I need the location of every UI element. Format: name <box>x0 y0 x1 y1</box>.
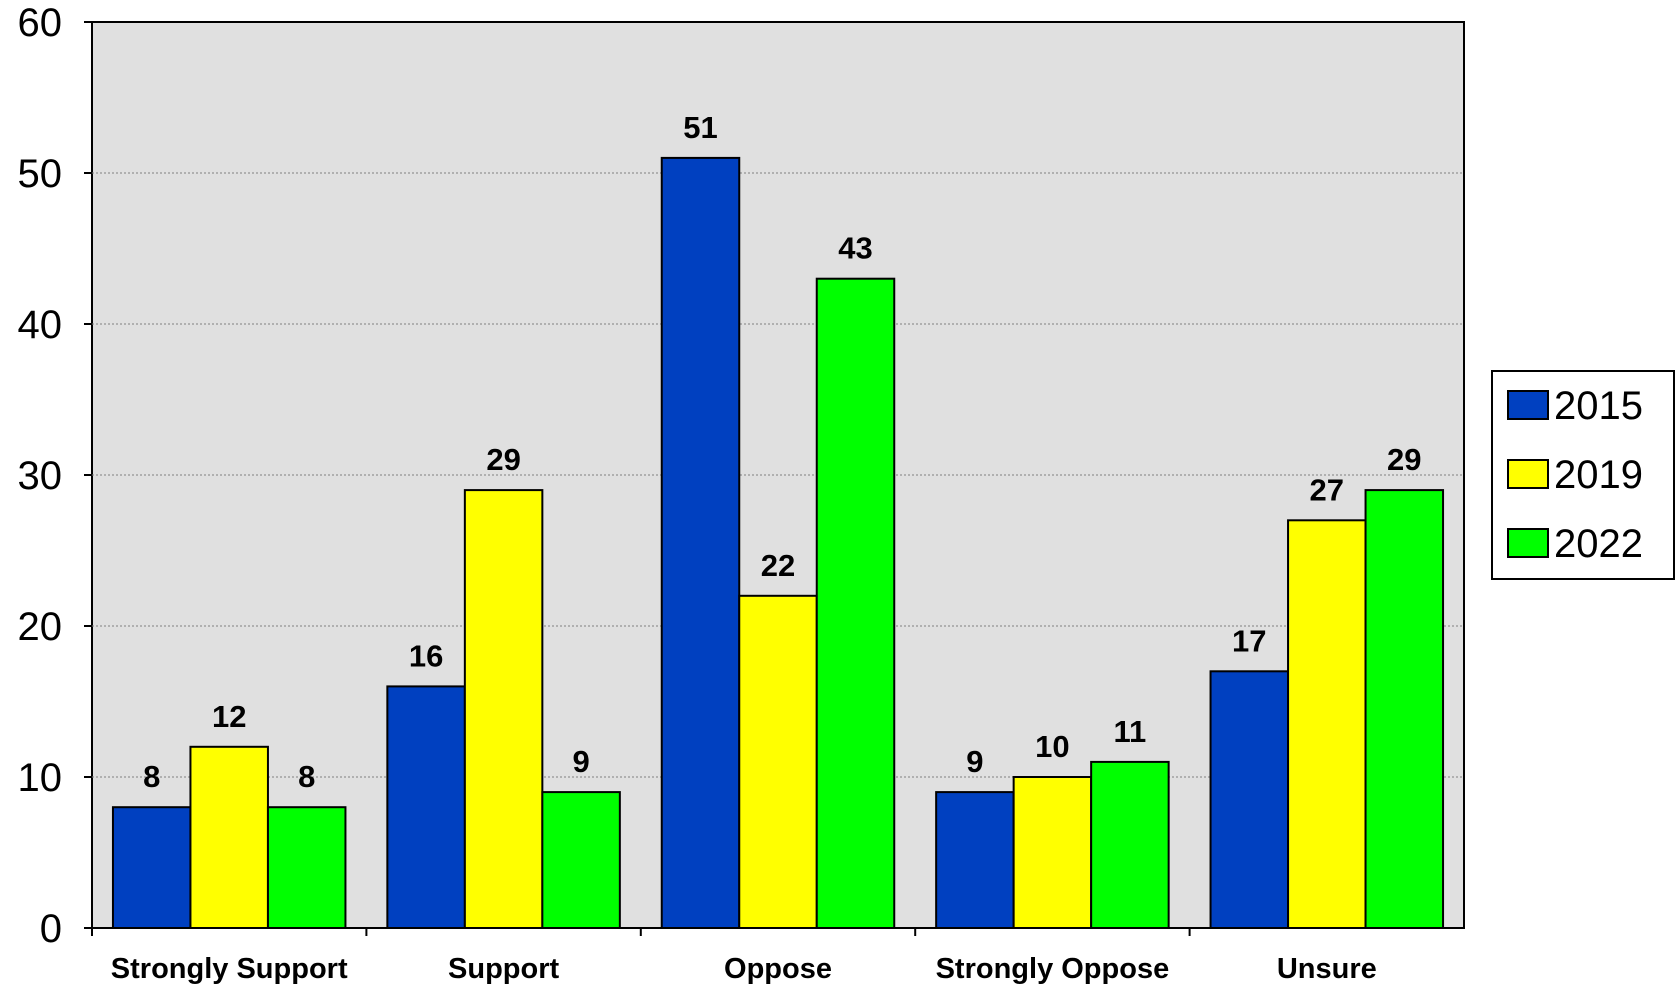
bar-2019-strongly-oppose <box>1012 776 1093 929</box>
bar-2015-support <box>386 685 466 930</box>
data-label: 12 <box>212 699 246 734</box>
data-label: 27 <box>1310 472 1344 507</box>
bar-2015-strongly-oppose <box>935 791 1015 929</box>
bar-2019-unsure <box>1287 519 1367 929</box>
bar-2019-oppose <box>738 594 818 929</box>
bar-2015-strongly-support <box>111 806 192 930</box>
data-label: 16 <box>409 638 443 673</box>
bar-2022-unsure <box>1364 489 1445 929</box>
y-tick-label: 60 <box>18 1 63 45</box>
legend-swatch-2019 <box>1507 459 1549 489</box>
x-category-label: Unsure <box>1277 953 1377 985</box>
data-label: 9 <box>572 744 589 779</box>
bar-2022-strongly-support <box>266 806 347 930</box>
data-label: 8 <box>143 759 160 794</box>
bars <box>111 156 1445 930</box>
data-label: 43 <box>838 231 872 266</box>
data-label: 22 <box>761 548 795 583</box>
x-category-label: Support <box>448 953 559 985</box>
bar-2019-strongly-support <box>189 745 269 929</box>
bar-2015-oppose <box>660 156 741 929</box>
y-tick-label: 0 <box>40 907 62 951</box>
data-label: 29 <box>1387 442 1421 477</box>
legend-label: 2022 <box>1554 522 1643 566</box>
bar-2015-unsure <box>1209 670 1290 929</box>
bar-2022-support <box>541 791 621 929</box>
y-axis-ticks: 0 10 20 30 40 50 60 <box>18 1 92 951</box>
data-label: 51 <box>683 110 717 145</box>
legend-swatch-2022 <box>1507 528 1549 558</box>
x-axis-categories: Strongly Support Support Oppose Strongly Op… <box>91 928 1377 985</box>
legend: 2015 2019 2022 <box>1491 370 1675 580</box>
data-label: 11 <box>1114 714 1147 749</box>
legend-label: 2015 <box>1554 384 1643 428</box>
x-category-label: Oppose <box>724 953 832 985</box>
y-tick-label: 30 <box>18 454 63 498</box>
y-tick-label: 50 <box>18 152 63 196</box>
data-label: 9 <box>966 744 983 779</box>
data-label: 10 <box>1035 729 1069 764</box>
x-category-label: Strongly Support <box>111 953 348 985</box>
legend-swatch-2015 <box>1507 390 1549 420</box>
bar-2019-support <box>463 489 544 929</box>
data-label: 17 <box>1232 623 1266 658</box>
x-category-label: Strongly Oppose <box>936 953 1170 985</box>
legend-label: 2019 <box>1554 453 1643 497</box>
bar-2022-strongly-oppose <box>1090 760 1170 930</box>
bar-2022-oppose <box>815 277 896 929</box>
y-tick-label: 20 <box>18 605 63 649</box>
y-tick-label: 40 <box>18 303 63 347</box>
data-label: 8 <box>298 759 315 794</box>
data-labels: 8 12 8 16 29 9 51 22 43 9 10 11 17 27 29 <box>143 110 1421 794</box>
data-label: 29 <box>486 442 520 477</box>
y-tick-label: 10 <box>18 756 63 800</box>
